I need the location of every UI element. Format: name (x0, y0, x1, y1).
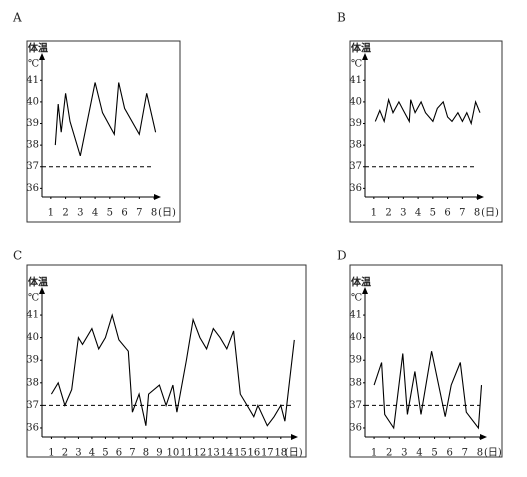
x-tick-label: 3 (75, 448, 81, 459)
y-axis-arrow (39, 287, 45, 294)
x-tick-label: 6 (121, 208, 127, 219)
x-tick-label: 3 (401, 448, 407, 459)
y-tick-label: 41 (26, 75, 39, 86)
y-tick-label: 41 (349, 75, 362, 86)
x-tick-label: 2 (62, 448, 68, 459)
x-tick-label: 4 (416, 448, 422, 459)
y-tick-label: 41 (349, 310, 362, 321)
panel-frame (26, 40, 181, 223)
panel-frame (349, 264, 503, 458)
x-tick-label: 3 (77, 208, 83, 219)
x-tick-label: 3 (400, 208, 406, 219)
x-tick-label: 8 (143, 448, 149, 459)
x-axis-arrow (291, 434, 298, 440)
y-tick-label: 40 (26, 332, 39, 343)
x-tick-label: 4 (92, 208, 98, 219)
x-tick-label: 2 (386, 448, 392, 459)
temperature-line (373, 351, 483, 430)
x-axis-unit: (日) (481, 208, 499, 219)
y-axis-arrow (362, 53, 368, 60)
y-tick-label: 37 (349, 161, 362, 172)
panel-frame (349, 40, 503, 223)
panel-frame (26, 264, 307, 458)
y-tick-label: 36 (26, 422, 39, 433)
y-tick-label: 40 (349, 96, 362, 107)
x-tick-label: 14 (220, 448, 233, 459)
x-tick-label: 1 (48, 208, 54, 219)
y-tick-label: 41 (26, 310, 39, 321)
panel-title: D (337, 249, 347, 263)
y-tick-label: 39 (26, 355, 39, 366)
x-tick-label: 5 (430, 208, 436, 219)
y-axis-label: 体温 (28, 42, 48, 55)
y-axis-unit: ℃ (351, 293, 362, 304)
x-tick-label: 5 (102, 448, 108, 459)
x-tick-label: 13 (207, 448, 220, 459)
x-tick-label: 18 (274, 448, 287, 459)
x-tick-label: 1 (371, 208, 377, 219)
x-tick-label: 10 (167, 448, 180, 459)
temperature-line (374, 97, 481, 126)
x-tick-label: 1 (371, 448, 377, 459)
x-axis-arrow (154, 194, 161, 200)
x-tick-label: 16 (247, 448, 260, 459)
x-tick-label: 5 (431, 448, 437, 459)
y-tick-label: 38 (349, 377, 362, 388)
x-tick-label: 6 (116, 448, 122, 459)
y-tick-label: 39 (349, 355, 362, 366)
x-tick-label: 4 (89, 448, 95, 459)
x-tick-label: 8 (474, 208, 480, 219)
x-tick-label: 7 (129, 448, 135, 459)
x-axis-unit: (日) (285, 448, 303, 459)
y-axis-unit: ℃ (351, 59, 362, 70)
x-axis-unit: (日) (158, 208, 176, 219)
x-tick-label: 4 (415, 208, 421, 219)
y-tick-label: 36 (349, 422, 362, 433)
y-tick-label: 36 (26, 183, 39, 194)
y-axis-arrow (39, 53, 45, 60)
x-tick-label: 2 (385, 208, 391, 219)
y-tick-label: 38 (349, 140, 362, 151)
x-axis-unit: (日) (484, 448, 502, 459)
y-axis-label: 体温 (28, 276, 48, 289)
x-tick-label: 9 (156, 448, 162, 459)
y-tick-label: 38 (26, 140, 39, 151)
y-axis-unit: ℃ (28, 293, 39, 304)
y-tick-label: 40 (26, 96, 39, 107)
y-tick-label: 36 (349, 183, 362, 194)
x-tick-label: 11 (180, 448, 193, 459)
y-axis-label: 体温 (351, 42, 371, 55)
x-tick-label: 2 (62, 208, 68, 219)
x-tick-label: 7 (462, 448, 468, 459)
x-tick-label: 17 (261, 448, 274, 459)
y-tick-label: 39 (26, 118, 39, 129)
x-tick-label: 6 (447, 448, 453, 459)
y-tick-label: 39 (349, 118, 362, 129)
y-axis-label: 体温 (351, 276, 371, 289)
y-tick-label: 37 (26, 161, 39, 172)
x-tick-label: 15 (234, 448, 247, 459)
x-tick-label: 6 (444, 208, 450, 219)
x-tick-label: 1 (48, 448, 54, 459)
x-tick-label: 7 (459, 208, 465, 219)
panel-title: A (12, 11, 22, 25)
panel-title: C (13, 249, 22, 263)
x-tick-label: 8 (151, 208, 157, 219)
y-tick-label: 38 (26, 377, 39, 388)
y-tick-label: 37 (349, 400, 362, 411)
x-tick-label: 8 (477, 448, 483, 459)
x-axis-arrow (477, 194, 484, 200)
y-axis-unit: ℃ (28, 59, 39, 70)
x-tick-label: 12 (193, 448, 206, 459)
x-tick-label: 5 (107, 208, 113, 219)
y-tick-label: 40 (349, 332, 362, 343)
x-axis-arrow (480, 434, 487, 440)
y-tick-label: 37 (26, 400, 39, 411)
temperature-line (50, 313, 295, 427)
x-tick-label: 7 (136, 208, 142, 219)
y-axis-arrow (362, 287, 368, 294)
temperature-line (54, 82, 157, 157)
panel-title: B (337, 11, 346, 25)
